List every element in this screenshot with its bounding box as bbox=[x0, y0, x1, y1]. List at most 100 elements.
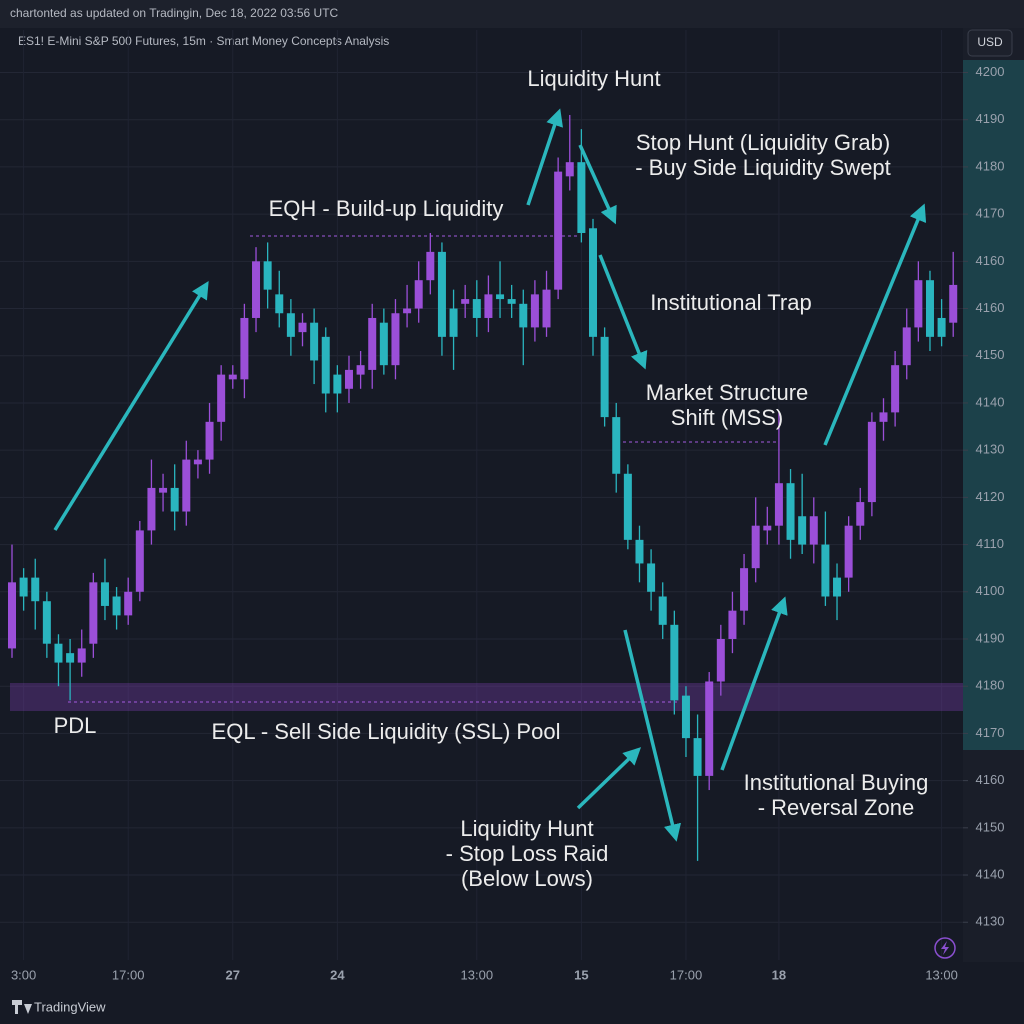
candle-body bbox=[751, 525, 760, 569]
y-tick-label: 4190 bbox=[976, 630, 1005, 645]
arrow bbox=[526, 108, 563, 206]
candle-body bbox=[542, 289, 551, 328]
candle-body bbox=[252, 261, 261, 318]
candle-body bbox=[496, 294, 505, 300]
candle-body bbox=[484, 294, 493, 318]
currency-label: USD bbox=[977, 35, 1003, 49]
candle-body bbox=[159, 487, 168, 493]
candle-body bbox=[472, 299, 481, 318]
y-tick-label: 4110 bbox=[976, 536, 1004, 551]
candle-body bbox=[228, 374, 237, 380]
y-tick-label: 4170 bbox=[976, 725, 1005, 740]
candle-body bbox=[891, 365, 900, 413]
candle-body bbox=[449, 308, 458, 337]
y-tick-label: 4150 bbox=[976, 819, 1005, 834]
y-tick-label: 4140 bbox=[976, 866, 1005, 881]
candle-body bbox=[89, 582, 98, 644]
candle-body bbox=[426, 251, 435, 281]
annotation: - Reversal Zone bbox=[758, 795, 915, 820]
candle-body bbox=[217, 374, 226, 422]
candle-body bbox=[844, 525, 853, 578]
y-tick-label: 4180 bbox=[976, 158, 1005, 173]
x-tick-label: 13:00 bbox=[461, 967, 494, 982]
arrow bbox=[823, 203, 927, 446]
candle-body bbox=[124, 591, 133, 616]
candle-body bbox=[112, 596, 121, 616]
alert-bolt bbox=[941, 941, 949, 955]
candle-body bbox=[716, 638, 725, 682]
y-tick-label: 4140 bbox=[976, 394, 1005, 409]
candle-body bbox=[461, 299, 470, 304]
y-tick-label: 4200 bbox=[976, 64, 1005, 79]
candle-body bbox=[565, 162, 574, 177]
candle-body bbox=[774, 483, 783, 526]
candle-body bbox=[182, 459, 191, 512]
x-tick-label: 24 bbox=[330, 967, 345, 982]
y-tick-label: 4170 bbox=[976, 206, 1005, 221]
x-tick-label: 17:00 bbox=[112, 967, 145, 982]
candle-body bbox=[809, 516, 818, 545]
candle-body bbox=[530, 294, 539, 328]
y-tick-label: 4120 bbox=[976, 489, 1005, 504]
candle-body bbox=[833, 577, 842, 597]
candle-body bbox=[949, 284, 958, 323]
y-tick-label: 4160 bbox=[976, 253, 1005, 268]
y-tick-label: 4100 bbox=[976, 583, 1005, 598]
annotation: Liquidity Hunt bbox=[460, 816, 593, 841]
arrow bbox=[598, 254, 648, 370]
candle-body bbox=[740, 568, 749, 611]
y-tick-label: 4190 bbox=[976, 111, 1005, 126]
status-bar bbox=[0, 0, 1024, 28]
brand-name: TradingView bbox=[34, 999, 106, 1014]
x-tick-label: 18 bbox=[772, 967, 786, 982]
candle-body bbox=[333, 374, 342, 394]
candle-body bbox=[321, 336, 330, 394]
candle-body bbox=[623, 473, 632, 540]
grid bbox=[0, 30, 963, 960]
x-tick-label: 13:00 bbox=[925, 967, 958, 982]
candle-body bbox=[763, 525, 772, 531]
candle-body bbox=[612, 417, 621, 474]
brand-logo bbox=[12, 1000, 32, 1014]
candle-body bbox=[379, 322, 388, 366]
footer bbox=[0, 992, 1024, 1024]
candle-body bbox=[368, 317, 377, 370]
candle-body bbox=[147, 487, 156, 531]
candle-body bbox=[507, 299, 516, 304]
candle-body bbox=[902, 327, 911, 366]
candle-body bbox=[914, 280, 923, 328]
candle-body bbox=[705, 681, 714, 776]
candle-body bbox=[275, 294, 284, 314]
candle-body bbox=[391, 313, 400, 366]
candle-body bbox=[100, 582, 109, 606]
annotation: Stop Hunt (Liquidity Grab) bbox=[636, 130, 890, 155]
candle-body bbox=[681, 695, 690, 739]
alert-icon[interactable] bbox=[934, 937, 956, 959]
annotation: Market Structure bbox=[646, 380, 809, 405]
candle-body bbox=[286, 313, 295, 337]
symbol-text: ES1! E-Mini S&P 500 Futures, 15m · Smart… bbox=[18, 34, 389, 48]
arrow bbox=[578, 144, 617, 225]
candle-body bbox=[867, 421, 876, 503]
y-tick-label: 4160 bbox=[976, 772, 1005, 787]
candle-body bbox=[263, 261, 272, 290]
candle-body bbox=[135, 530, 144, 592]
y-tick-label: 4150 bbox=[976, 347, 1005, 362]
annotation: Institutional Trap bbox=[650, 290, 811, 315]
y-tick-label: 4130 bbox=[976, 914, 1005, 929]
candle-body bbox=[356, 365, 365, 375]
candle-body bbox=[670, 624, 679, 701]
annotation: - Buy Side Liquidity Swept bbox=[635, 155, 891, 180]
y-tick-label: 4180 bbox=[976, 678, 1005, 693]
annotation: (Below Lows) bbox=[461, 866, 593, 891]
currency-button[interactable] bbox=[967, 29, 1013, 57]
candle-body bbox=[798, 516, 807, 545]
candle-body bbox=[8, 582, 16, 649]
candle-body bbox=[519, 303, 528, 328]
candle-body bbox=[600, 336, 609, 418]
candle-body bbox=[879, 412, 888, 422]
annotation: Institutional Buying bbox=[744, 770, 929, 795]
candle-body bbox=[937, 317, 946, 337]
candles bbox=[8, 114, 958, 861]
